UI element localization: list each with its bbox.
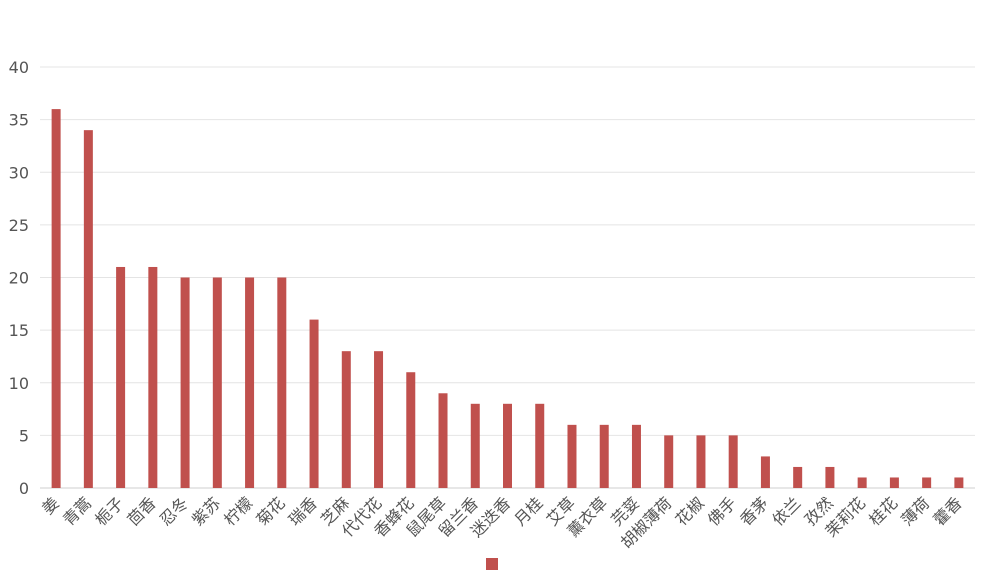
x-tick-label: 茴香 (124, 493, 160, 529)
bar (954, 477, 964, 488)
y-tick-label: 35 (9, 111, 29, 130)
x-tick-label: 紫苏 (188, 493, 224, 529)
bar (631, 424, 641, 488)
legend-swatch (486, 558, 498, 570)
bar (760, 456, 770, 488)
bar (793, 466, 803, 488)
x-tick-label: 忍冬 (156, 493, 192, 529)
bar (696, 435, 706, 488)
bar (374, 351, 384, 488)
x-tick-label: 桂花 (865, 493, 901, 529)
bar (535, 403, 545, 488)
x-tick-label: 佛手 (704, 493, 740, 529)
bar (438, 393, 448, 488)
x-tick-label: 依兰 (768, 493, 804, 529)
bar (309, 319, 319, 488)
bar (212, 277, 222, 488)
gridlines (40, 66, 975, 489)
x-tick-label: 姜 (38, 493, 63, 518)
bar (406, 372, 416, 488)
bar (728, 435, 738, 488)
y-axis-ticks: 0 5 10 15 20 25 30 35 40 (9, 58, 29, 498)
bar (470, 403, 480, 488)
x-tick-label: 菊花 (253, 493, 289, 529)
bar (277, 277, 287, 488)
y-tick-label: 15 (9, 321, 29, 340)
y-tick-label: 20 (9, 269, 29, 288)
bar (180, 277, 190, 488)
x-tick-label: 瑞香 (285, 493, 321, 529)
y-tick-label: 25 (9, 216, 29, 235)
y-tick-label: 5 (19, 426, 29, 445)
legend (486, 558, 498, 570)
bar (857, 477, 867, 488)
bar (148, 266, 158, 488)
bar (341, 351, 351, 488)
bar (567, 424, 577, 488)
y-tick-label: 40 (9, 58, 29, 77)
bar (83, 130, 93, 488)
bar (889, 477, 899, 488)
x-tick-label: 花椒 (672, 493, 708, 529)
bar (825, 466, 835, 488)
bar (664, 435, 674, 488)
bar (116, 266, 126, 488)
x-tick-label: 青蒿 (59, 493, 95, 529)
x-tick-label: 薄荷 (897, 493, 933, 529)
x-tick-label: 月桂 (510, 493, 546, 529)
x-tick-label: 藿香 (930, 493, 966, 529)
bar (922, 477, 932, 488)
y-tick-label: 10 (9, 374, 29, 393)
y-tick-label: 0 (19, 479, 29, 498)
bar (51, 109, 61, 488)
bar (503, 403, 512, 488)
x-tick-label: 香茅 (736, 493, 772, 529)
bar (245, 277, 255, 488)
x-tick-label: 栀子 (91, 493, 127, 529)
x-tick-label: 柠檬 (220, 493, 256, 529)
y-tick-label: 30 (9, 163, 29, 182)
x-axis-ticks: 姜青蒿栀子茴香忍冬紫苏柠檬菊花瑞香芝麻代代花香蜂花鼠尾草留兰香迷迭香月桂艾草薰衣… (38, 493, 966, 552)
bars (51, 109, 964, 488)
bar (599, 424, 609, 488)
